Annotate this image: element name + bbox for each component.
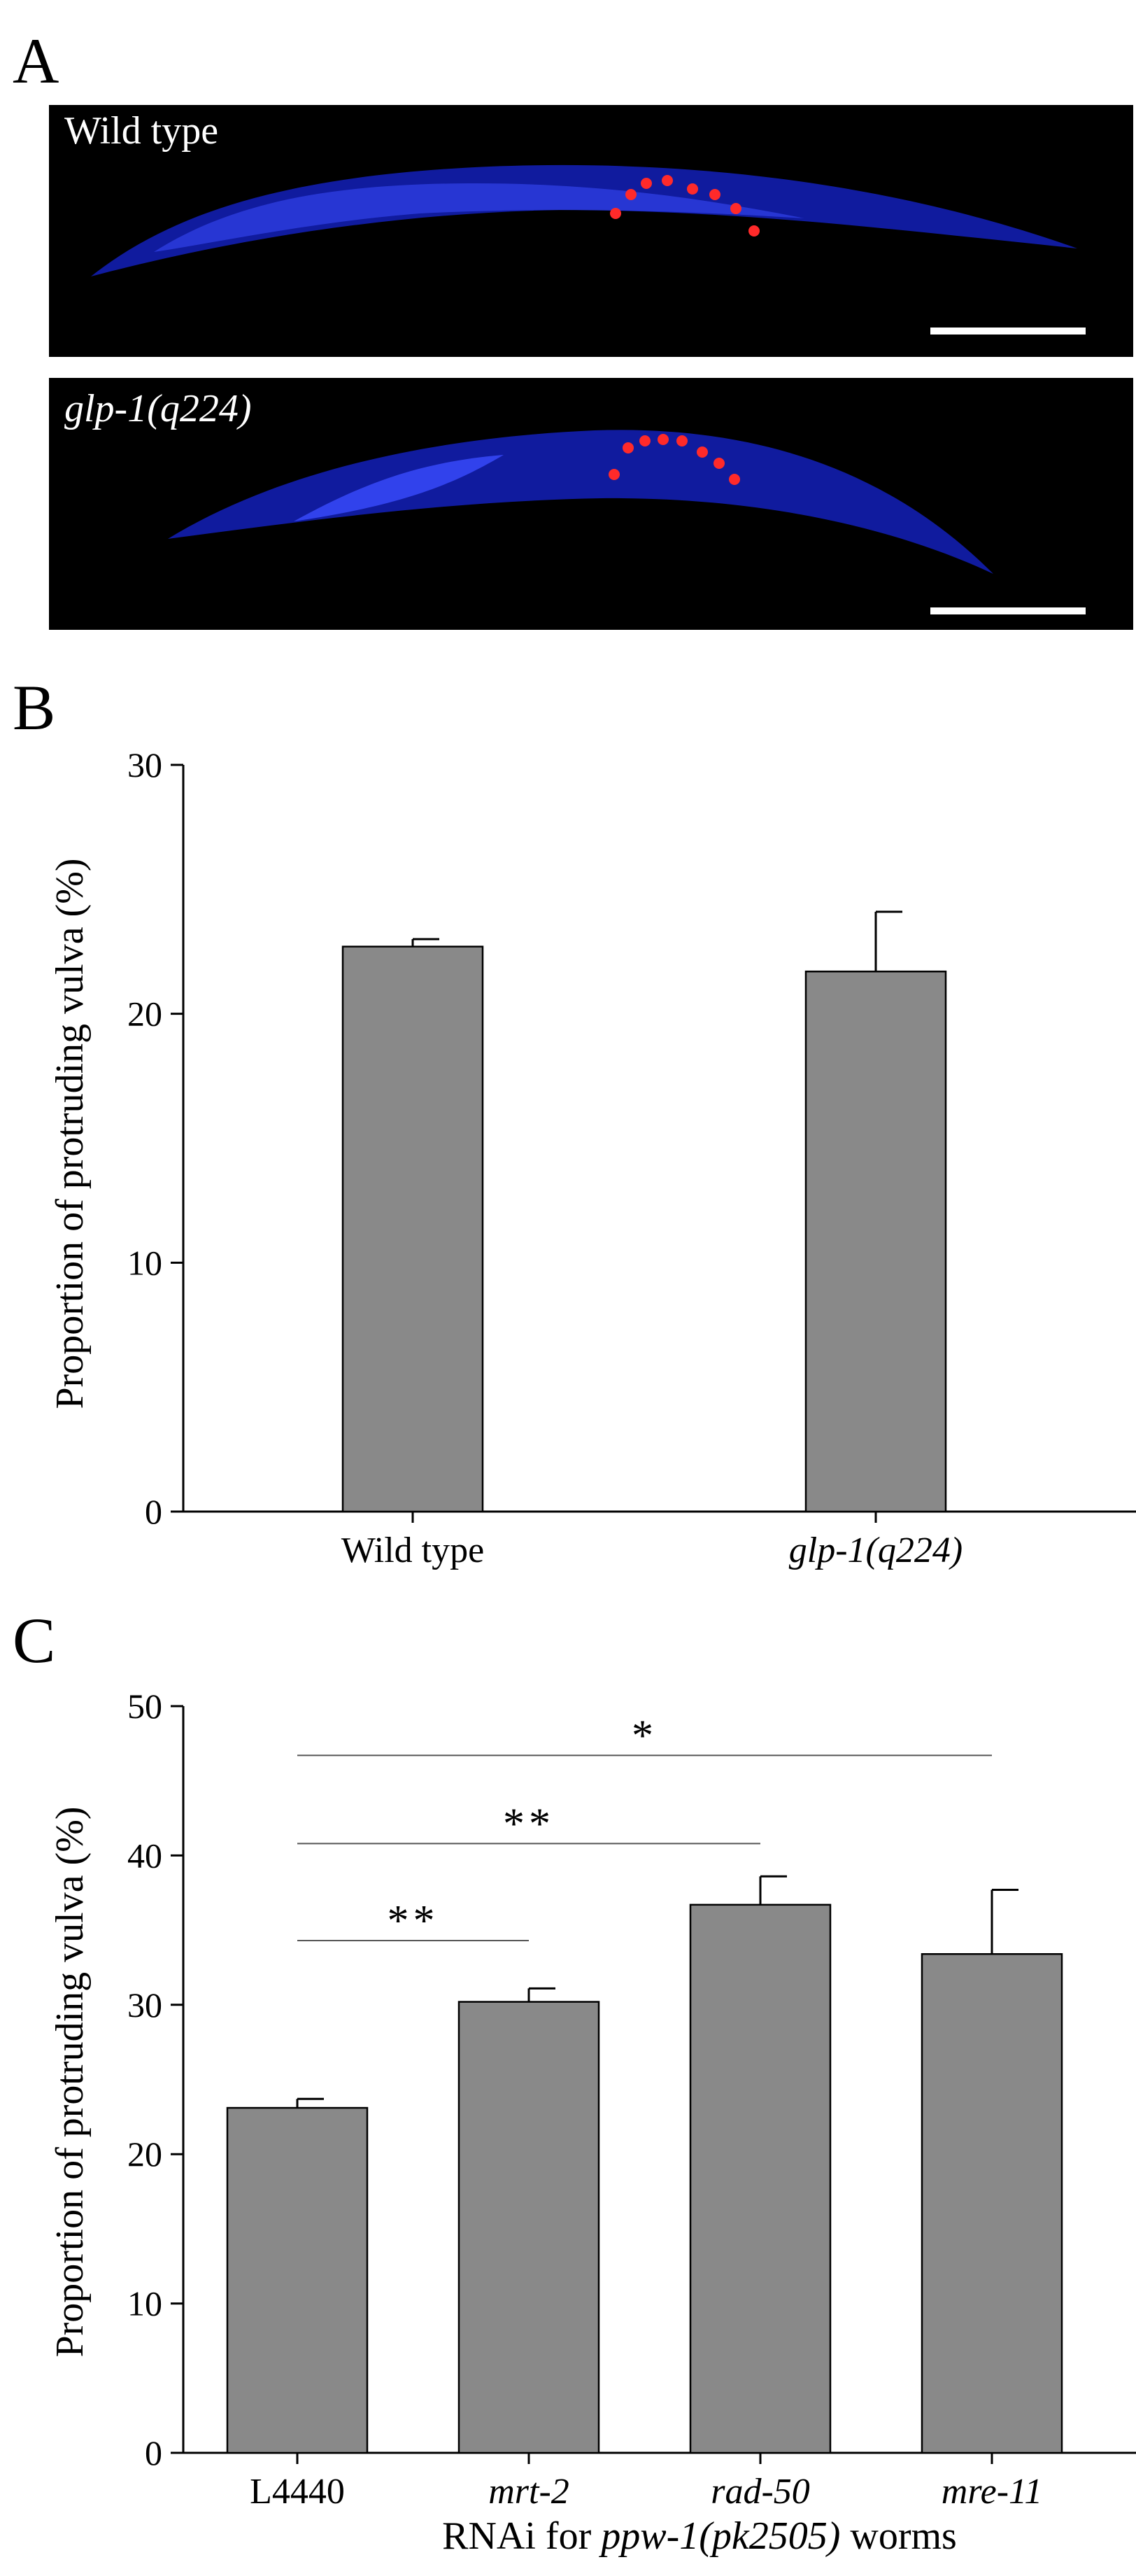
worm-germline-signal — [294, 455, 504, 521]
marker-dot — [658, 434, 669, 445]
marker-dot — [610, 208, 621, 219]
panel-letter-b: B — [13, 672, 55, 743]
marker-dot — [641, 178, 652, 189]
y-tick-label: 0 — [145, 1492, 162, 1531]
bar — [226, 2106, 369, 2454]
y-tick-label: 10 — [127, 1243, 162, 1282]
chart-c-ylabel: Proportion of protruding vulva (%) — [48, 1807, 92, 2358]
bar — [921, 1952, 1063, 2454]
chart-c-xlabel: RNAi for ppw-1(pk2505) worms — [442, 2514, 957, 2558]
marker-dot — [639, 435, 651, 446]
y-tick-label: 50 — [127, 1687, 162, 1726]
significance-label: ** — [503, 1800, 555, 1847]
chart-c-xlabel-prefix: RNAi for — [442, 2514, 601, 2558]
micrograph-label: Wild type — [64, 109, 218, 153]
significance-label: * — [632, 1712, 658, 1759]
bar — [341, 945, 484, 1513]
marker-dot — [687, 183, 698, 195]
chart-c-xlabel-suffix: worms — [840, 2514, 956, 2558]
bar — [457, 2001, 600, 2454]
chart-b-ylabel: Proportion of protruding vulva (%) — [48, 859, 92, 1409]
y-tick-label: 20 — [127, 994, 162, 1034]
marker-dot — [609, 469, 620, 480]
x-tick-label: Wild type — [341, 1530, 484, 1570]
worm-germline-signal — [154, 183, 804, 252]
micrograph-background — [49, 378, 1133, 630]
marker-dot — [729, 474, 740, 485]
marker-dot — [730, 203, 741, 214]
y-tick-label: 30 — [127, 745, 162, 784]
y-tick-label: 0 — [145, 2433, 162, 2472]
y-tick-label: 30 — [127, 1985, 162, 2025]
marker-dot — [748, 225, 760, 237]
x-tick-label: mrt-2 — [488, 2472, 569, 2512]
vulva-marker-dots — [610, 175, 760, 237]
marker-dot — [662, 175, 673, 186]
x-tick-label: mre-11 — [942, 2472, 1042, 2512]
micrograph-glp-1: glp-1(q224) — [49, 378, 1133, 630]
bar — [689, 1903, 832, 2454]
significance-label: ** — [388, 1897, 439, 1945]
panel-a-svg: A Wild type — [13, 25, 1133, 630]
scale-bar — [930, 328, 1086, 335]
chart-c-xlabel-strain: ppw-1(pk2505) — [598, 2514, 840, 2558]
marker-dot — [625, 189, 637, 200]
y-tick-label: 20 — [127, 2134, 162, 2174]
scale-bar — [930, 607, 1086, 614]
x-tick-label: glp-1(q224) — [789, 1530, 963, 1570]
vulva-marker-dots — [609, 434, 740, 485]
y-tick-label: 10 — [127, 2284, 162, 2323]
x-tick-label: rad-50 — [711, 2472, 810, 2512]
marker-dot — [697, 446, 708, 458]
x-tick-label: L4440 — [250, 2472, 345, 2512]
marker-dot — [709, 189, 720, 200]
micrograph-wild-type: Wild type — [49, 105, 1133, 357]
marker-dot — [623, 442, 634, 453]
marker-dot — [713, 458, 725, 469]
panel-letter-c: C — [13, 1605, 55, 1676]
marker-dot — [676, 435, 688, 446]
worm-body-fluorescence — [168, 430, 993, 574]
panel-letter-a: A — [13, 25, 59, 97]
y-tick-label: 40 — [127, 1836, 162, 1875]
micrograph-label: glp-1(q224) — [64, 387, 252, 430]
